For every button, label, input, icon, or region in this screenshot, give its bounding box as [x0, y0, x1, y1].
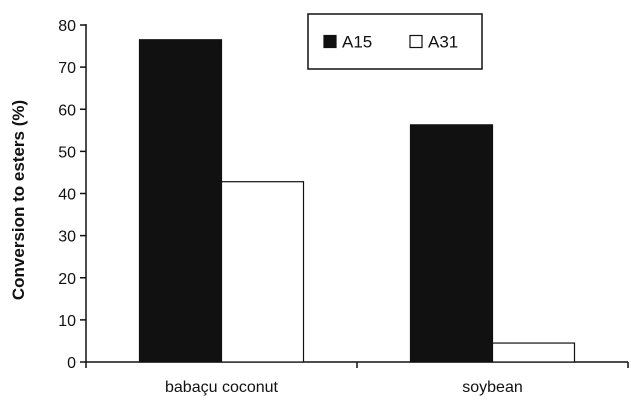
- legend-swatch-a15: [323, 34, 337, 49]
- bar-a31: [491, 342, 576, 363]
- x-axis: babaçu coconut soybean: [85, 361, 629, 396]
- y-tick-label: 60: [58, 102, 76, 119]
- bar-a15: [138, 39, 223, 363]
- y-axis-title: Conversion to esters (%): [9, 100, 28, 300]
- y-tick-label: 50: [58, 144, 76, 161]
- x-category-label: soybean: [462, 379, 523, 396]
- legend-swatch-a31: [409, 34, 423, 49]
- legend-box: [307, 13, 483, 70]
- bar-a15: [409, 124, 494, 363]
- legend-label-a31: A31: [428, 33, 458, 52]
- y-tick-label: 30: [58, 229, 76, 246]
- legend-label-a15: A15: [342, 33, 372, 52]
- y-tick-label: 0: [67, 355, 76, 372]
- y-tick-label: 80: [58, 18, 76, 35]
- legend: A15 A31: [307, 13, 483, 70]
- y-axis: 0 10 20 30 40 50 60 70 80: [58, 18, 87, 372]
- y-tick-label: 20: [58, 271, 76, 288]
- y-tick-label: 40: [58, 187, 76, 204]
- y-tick-label: 70: [58, 60, 76, 77]
- bar-a31: [220, 181, 305, 363]
- y-tick-label: 10: [58, 313, 76, 330]
- x-category-label: babaçu coconut: [165, 379, 279, 396]
- bars: [138, 39, 576, 363]
